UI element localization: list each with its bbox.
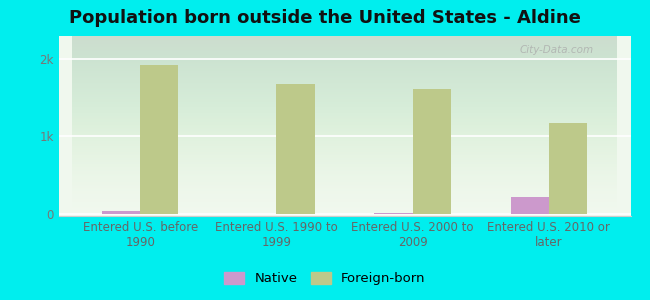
Bar: [511, 197, 549, 214]
Text: City-Data.com: City-Data.com: [520, 45, 594, 55]
Bar: [374, 213, 413, 214]
Bar: [102, 212, 140, 214]
Bar: [413, 88, 450, 214]
Legend: Native, Foreign-born: Native, Foreign-born: [219, 266, 431, 290]
Text: Population born outside the United States - Aldine: Population born outside the United State…: [69, 9, 581, 27]
Bar: [276, 84, 315, 214]
Bar: [140, 65, 178, 214]
Bar: [549, 122, 587, 214]
